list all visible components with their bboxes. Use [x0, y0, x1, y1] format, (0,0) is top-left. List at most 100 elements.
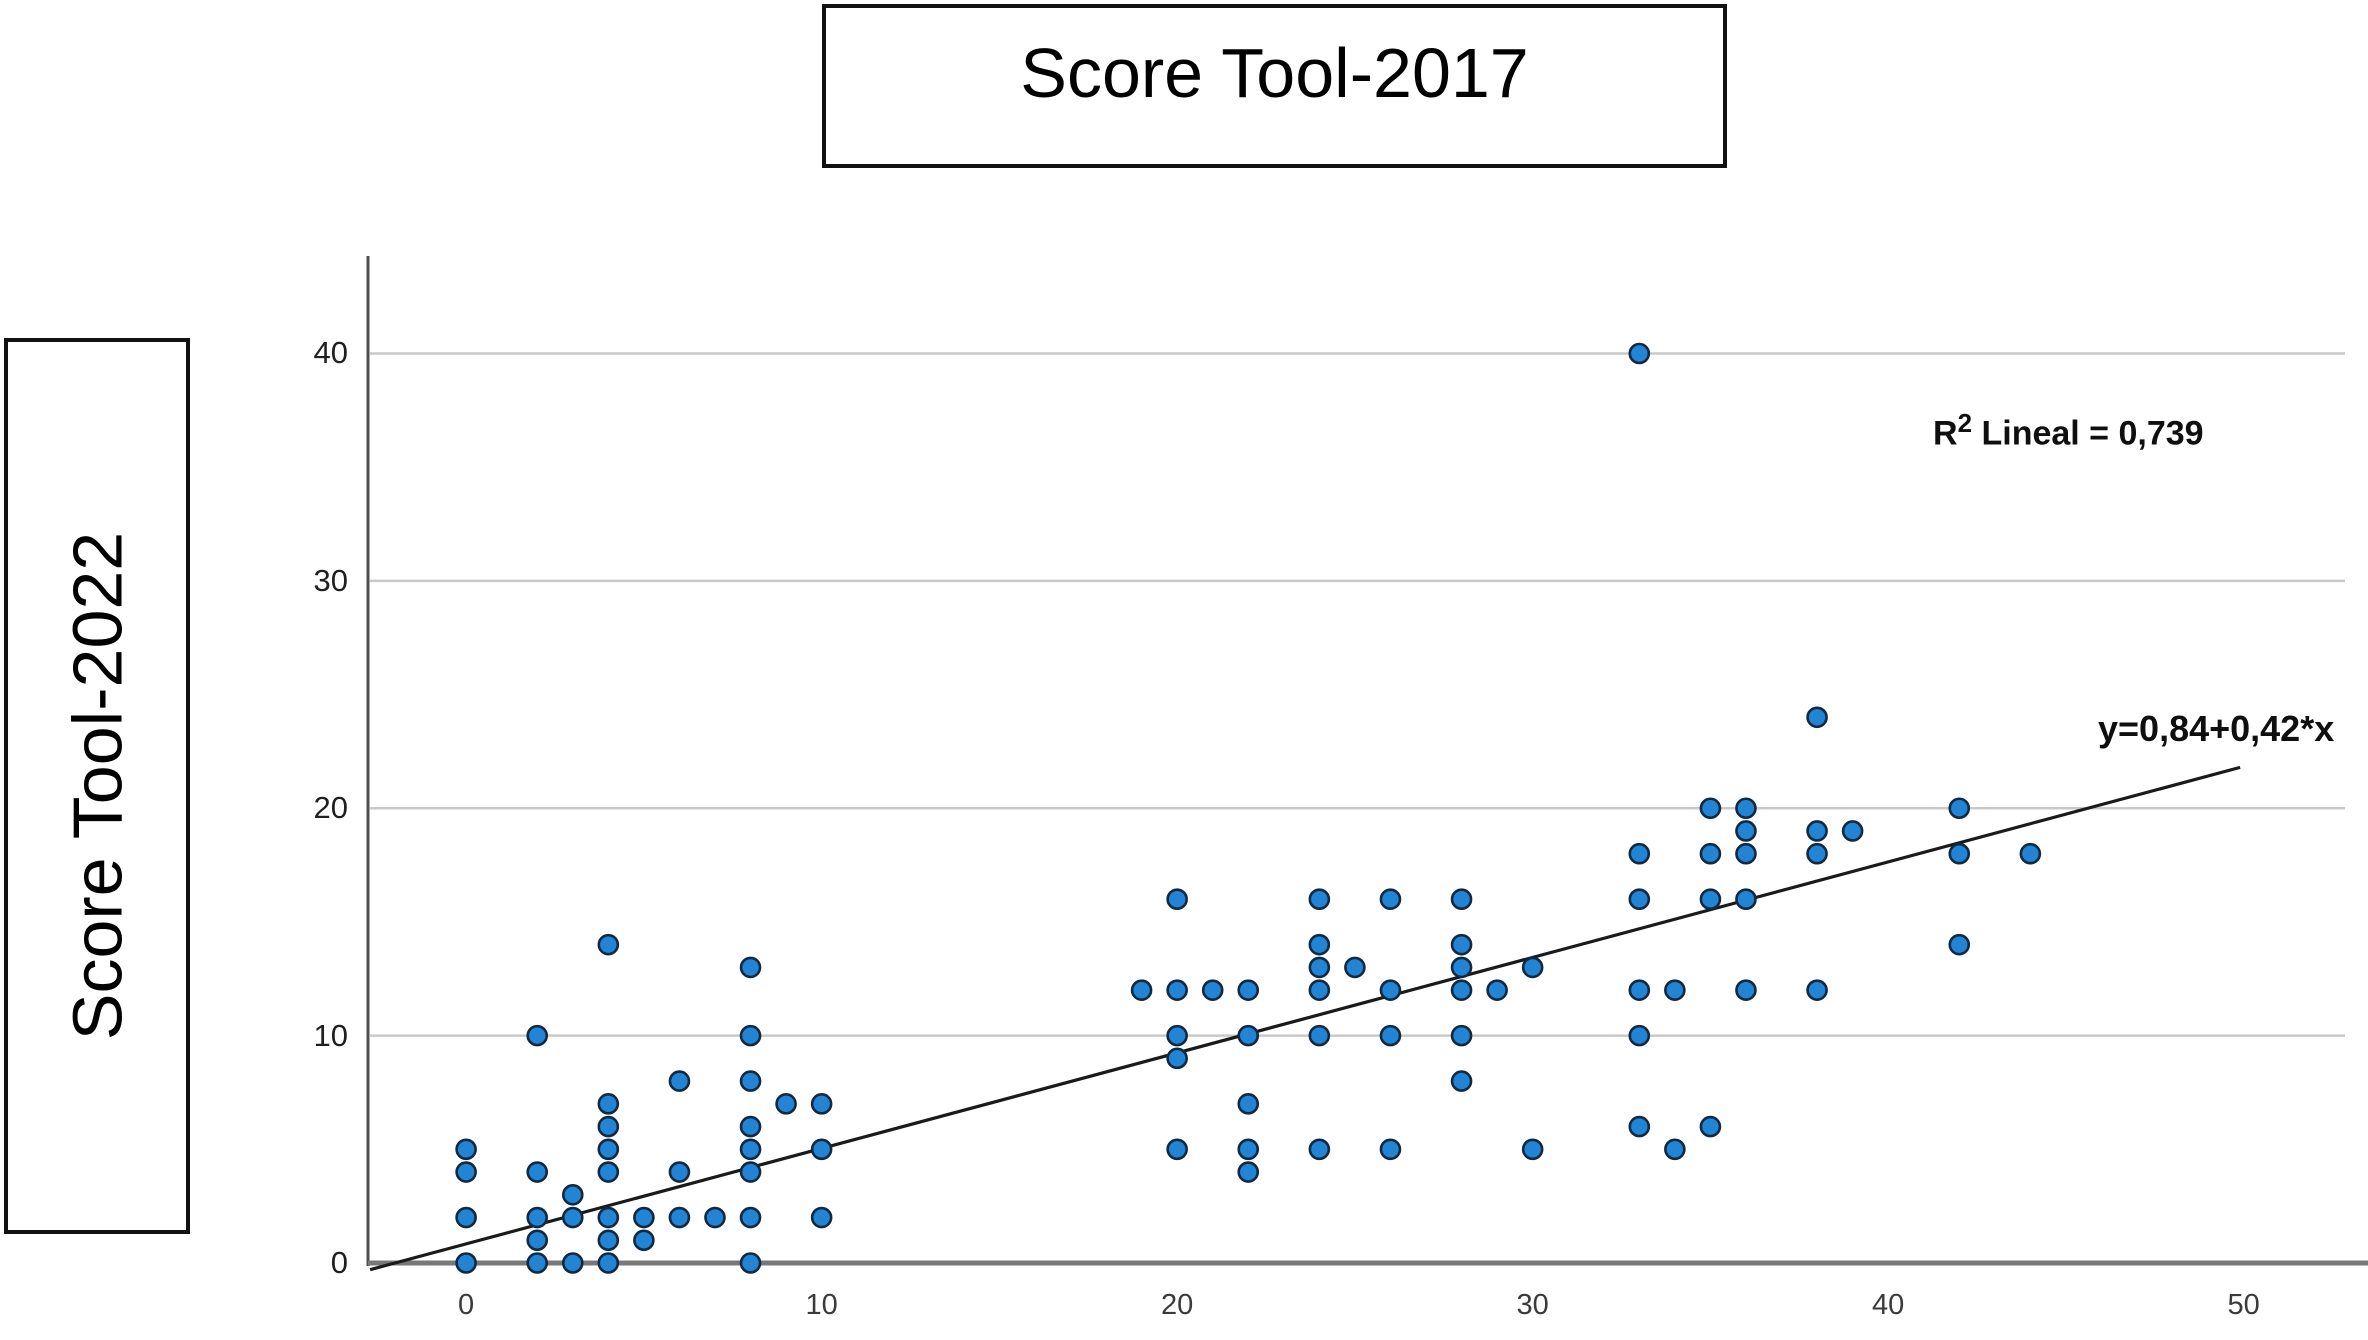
data-point [1735, 797, 1757, 820]
data-point [668, 1070, 691, 1092]
data-point [1806, 706, 1828, 729]
data-point [1450, 1070, 1473, 1092]
data-point [1486, 979, 1508, 1001]
data-point [1166, 1047, 1188, 1070]
data-point [1806, 979, 1828, 1001]
data-point [1628, 342, 1651, 365]
data-point [455, 1252, 477, 1274]
data-point [1166, 888, 1188, 910]
regression-line [369, 765, 2241, 1272]
data-point [739, 1252, 762, 1274]
data-point [455, 1138, 477, 1161]
y-tick-label: 0 [330, 1245, 348, 1280]
data-point [1237, 1024, 1260, 1047]
data-point [597, 1093, 620, 1115]
data-point [1806, 842, 1828, 865]
y-tick-label: 40 [313, 335, 348, 371]
data-point [1948, 797, 1971, 820]
data-point [1237, 1093, 1260, 1115]
data-point [1806, 820, 1828, 842]
r-squared-exponent: 2 [1957, 408, 1973, 438]
y-tick-label: 30 [313, 562, 348, 598]
data-point [1628, 888, 1651, 910]
x-tick-label: 50 [2227, 1289, 2260, 1321]
data-point [1628, 842, 1651, 865]
data-point [597, 933, 620, 956]
x-tick-label: 40 [1872, 1289, 1905, 1321]
data-point [1166, 1024, 1188, 1047]
data-point [1735, 979, 1757, 1001]
data-point [1308, 956, 1331, 979]
y-axis-label-box: Score Tool-2022 [4, 338, 190, 1234]
data-point [1628, 979, 1651, 1001]
data-point [739, 1206, 762, 1229]
data-point [810, 1206, 833, 1229]
r-squared-base: R [1933, 414, 1958, 453]
data-point [597, 1138, 620, 1161]
data-point [633, 1206, 655, 1229]
data-point [668, 1206, 691, 1229]
data-point [1237, 1138, 1260, 1161]
data-point [455, 1161, 477, 1183]
chart-title-box: Score Tool-2017 [822, 4, 1727, 168]
data-point [597, 1229, 620, 1252]
data-point [1628, 1115, 1651, 1138]
data-point [1948, 933, 1971, 956]
data-point [1201, 979, 1224, 1001]
x-tick-label: 20 [1161, 1289, 1194, 1321]
data-point [1699, 888, 1722, 910]
data-point [1521, 1138, 1544, 1161]
data-point [597, 1206, 620, 1229]
data-point [1379, 1024, 1402, 1047]
data-point [1308, 933, 1331, 956]
data-point [739, 1161, 762, 1183]
data-point [1308, 1138, 1331, 1161]
data-point [526, 1229, 549, 1252]
data-point [1948, 842, 1971, 865]
data-point [1344, 956, 1366, 979]
data-point [1735, 842, 1757, 865]
r-squared-value: Lineal = 0,739 [1972, 414, 2204, 453]
data-point [739, 1138, 762, 1161]
data-point [1450, 933, 1473, 956]
data-point [561, 1206, 584, 1229]
data-point [739, 1024, 762, 1047]
data-point [561, 1183, 584, 1206]
data-point [597, 1115, 620, 1138]
data-point [1664, 1138, 1686, 1161]
data-point [1166, 1138, 1188, 1161]
y-tick-label: 20 [313, 790, 348, 826]
data-point [526, 1206, 549, 1229]
data-point [1450, 1024, 1473, 1047]
data-point [1664, 979, 1686, 1001]
data-point [1130, 979, 1153, 1001]
r-squared-annotation: R2 Lineal = 0,739 [1933, 408, 2204, 453]
data-point [1699, 797, 1722, 820]
data-point [1237, 979, 1260, 1001]
data-point [526, 1024, 549, 1047]
data-point [1308, 888, 1331, 910]
data-point [1450, 888, 1473, 910]
data-point [1450, 979, 1473, 1001]
data-point [597, 1161, 620, 1183]
data-point [1450, 956, 1473, 979]
data-point [739, 1070, 762, 1092]
x-tick-label: 0 [458, 1289, 475, 1321]
data-point [2019, 842, 2042, 865]
data-point [1628, 1024, 1651, 1047]
data-point [739, 956, 762, 979]
data-point [1521, 956, 1544, 979]
data-point [775, 1093, 797, 1115]
data-point [1735, 820, 1757, 842]
data-point [1841, 820, 1864, 842]
data-point [1308, 1024, 1331, 1047]
data-point [668, 1161, 691, 1183]
data-point [1379, 1138, 1402, 1161]
data-point [810, 1093, 833, 1115]
data-point [633, 1229, 655, 1252]
data-point [1166, 979, 1188, 1001]
y-tick-label: 10 [313, 1017, 348, 1053]
data-point [1699, 842, 1722, 865]
